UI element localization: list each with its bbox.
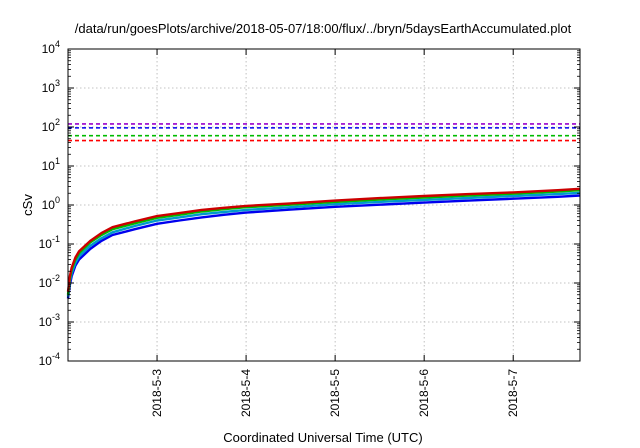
y-tick-label: 10-1 (39, 234, 60, 251)
y-tick-label-base: 10 (42, 42, 56, 56)
y-axis-label: cSv (20, 194, 35, 216)
y-tick-label-base: 10 (42, 120, 56, 134)
y-tick-label-base: 10 (39, 354, 53, 368)
y-tick-label: 102 (42, 117, 60, 134)
series-line (66, 191, 581, 297)
threshold-lines (68, 123, 580, 142)
y-tick-label-exponent: -3 (52, 312, 60, 322)
y-tick-label: 100 (42, 195, 60, 212)
y-tick-label-exponent: 0 (55, 195, 60, 205)
y-tick-label-exponent: 4 (55, 39, 60, 49)
x-tick-labels: 2018-5-3 2018-5-4 2018-5-5 2018-5-6 2018-5-7 (150, 369, 520, 417)
y-tick-label: 101 (42, 156, 60, 173)
y-tick-label-base: 10 (39, 276, 53, 290)
chart-title: /data/run/goesPlots/archive/2018-05-07/1… (75, 21, 572, 36)
series-lines (66, 187, 581, 299)
y-tick-label-exponent: 1 (55, 156, 60, 166)
y-tick-label-base: 10 (42, 81, 56, 95)
x-tick-label: 2018-5-5 (328, 369, 342, 417)
y-tick-label: 10-2 (39, 273, 60, 290)
y-tick-label: 10-3 (39, 312, 60, 329)
x-axis-label: Coordinated Universal Time (UTC) (223, 430, 422, 445)
y-tick-label: 103 (42, 78, 60, 95)
y-tick-label-base: 10 (39, 237, 53, 251)
y-tick-label-exponent: -2 (52, 273, 60, 283)
x-tick-label: 2018-5-6 (417, 369, 431, 417)
y-tick-label-exponent: -4 (52, 351, 60, 361)
axis-ticks (68, 48, 580, 362)
y-tick-label-exponent: -1 (52, 234, 60, 244)
y-tick-label-exponent: 2 (55, 117, 60, 127)
x-tick-label: 2018-5-7 (506, 369, 520, 417)
y-tick-label: 104 (42, 39, 60, 56)
y-tick-label-base: 10 (39, 315, 53, 329)
x-tick-label: 2018-5-4 (239, 369, 253, 417)
y-tick-label-base: 10 (42, 159, 56, 173)
series-line (66, 187, 581, 292)
series-line (66, 194, 581, 299)
x-tick-label: 2018-5-3 (150, 369, 164, 417)
y-tick-label: 10-4 (39, 351, 60, 368)
y-tick-label-base: 10 (42, 198, 56, 212)
y-tick-label-exponent: 3 (55, 78, 60, 88)
